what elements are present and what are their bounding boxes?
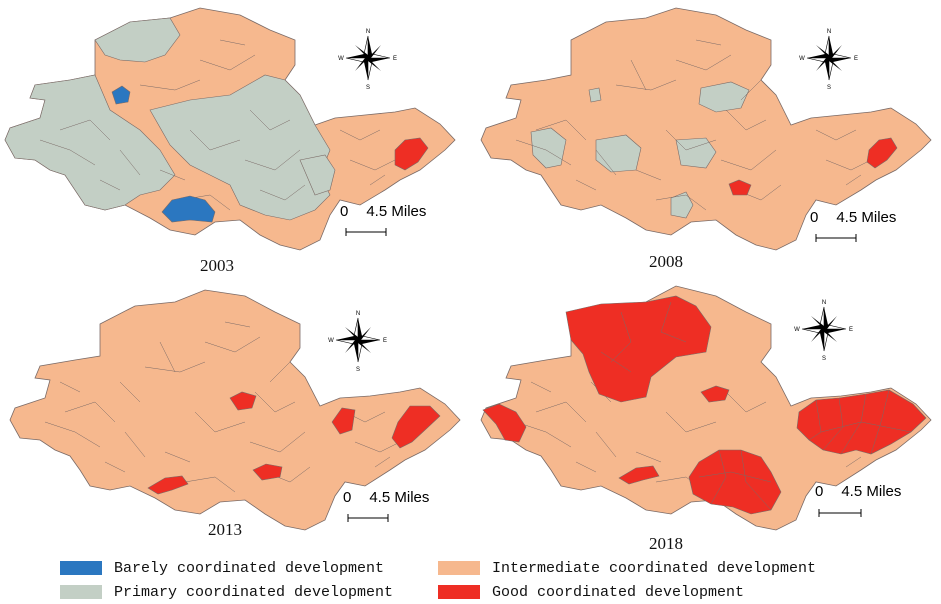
map-2018: N S E W bbox=[480, 285, 932, 531]
region-good-centraleast bbox=[700, 385, 730, 403]
year-label-2013: 2013 bbox=[208, 520, 242, 539]
compass-s: S bbox=[827, 85, 831, 91]
scale-distance: 4.5 Miles bbox=[836, 209, 897, 226]
compass-rose: N S E W bbox=[794, 300, 853, 362]
legend-swatch-primary bbox=[60, 585, 102, 599]
scale-label: 0 4.5 Miles bbox=[815, 483, 901, 500]
map-panel-2008: N S E W 0 4.5 Miles 2008 bbox=[471, 0, 941, 272]
map-panel-2013: N S E W 0 4.5 Miles 2013 bbox=[0, 282, 470, 554]
scale-label: 0 4.5 Miles bbox=[343, 489, 429, 506]
region-good-north bbox=[565, 295, 712, 403]
compass-s: S bbox=[366, 85, 370, 91]
compass-w: W bbox=[338, 56, 344, 62]
region-good-east bbox=[394, 137, 429, 171]
legend-label-barely: Barely coordinated development bbox=[114, 559, 385, 577]
year-label-2018: 2018 bbox=[649, 534, 683, 553]
region-primary-east bbox=[299, 154, 336, 196]
scale-zero: 0 bbox=[343, 489, 352, 506]
legend-label-primary: Primary coordinated development bbox=[114, 583, 394, 601]
legend-label-intermediate: Intermediate coordinated development bbox=[492, 559, 817, 577]
scale-label: 0 4.5 Miles bbox=[340, 203, 426, 220]
legend: Barely coordinated development Intermedi… bbox=[0, 556, 941, 604]
region-barely-northwest bbox=[111, 85, 131, 105]
region-good-east bbox=[331, 407, 356, 435]
compass-w: W bbox=[328, 338, 334, 344]
region-primary-north bbox=[698, 81, 750, 113]
compass-n: N bbox=[822, 300, 826, 306]
year-label-2003: 2003 bbox=[200, 256, 234, 275]
region-good-west bbox=[482, 403, 527, 443]
compass-e: E bbox=[383, 338, 387, 344]
region-base bbox=[480, 7, 932, 251]
county-lines bbox=[515, 39, 872, 211]
compass-rose: N S E W bbox=[799, 29, 858, 91]
region-good-centralsouth bbox=[728, 179, 752, 196]
scale-label: 0 4.5 Miles bbox=[810, 209, 896, 226]
region-primary-west bbox=[530, 127, 567, 169]
map-panel-2003: N S E W 0 4.5 Miles 2003 bbox=[0, 0, 470, 275]
region-good-southwest bbox=[147, 475, 189, 495]
compass-n: N bbox=[827, 29, 831, 35]
year-label-2008: 2008 bbox=[649, 252, 683, 271]
legend-item-primary: Primary coordinated development bbox=[60, 582, 393, 602]
compass-n: N bbox=[366, 29, 370, 35]
scale-distance: 4.5 Miles bbox=[369, 489, 430, 506]
region-primary-north bbox=[94, 17, 181, 63]
legend-swatch-good bbox=[438, 585, 480, 599]
compass-rose: N S E W bbox=[328, 311, 387, 373]
scale-bar bbox=[818, 509, 862, 517]
scale-distance: 4.5 Miles bbox=[841, 483, 902, 500]
scale-zero: 0 bbox=[810, 209, 819, 226]
map-panel-2018: N S E W 0 4.5 Miles 2018 bbox=[471, 282, 941, 554]
region-good-southwest bbox=[618, 465, 660, 485]
region-good-east bbox=[866, 137, 898, 169]
compass-w: W bbox=[799, 56, 805, 62]
map-2008: N S E W bbox=[480, 7, 932, 251]
compass-w: W bbox=[794, 327, 800, 333]
county-lines-eastcluster bbox=[808, 389, 912, 455]
compass-s: S bbox=[822, 356, 826, 362]
legend-item-good: Good coordinated development bbox=[438, 582, 744, 602]
scale-zero: 0 bbox=[340, 203, 349, 220]
legend-label-good: Good coordinated development bbox=[492, 583, 745, 601]
scale-zero: 0 bbox=[815, 483, 824, 500]
region-good-coast bbox=[391, 405, 441, 449]
region-primary-west bbox=[4, 74, 176, 211]
region-base bbox=[9, 289, 461, 531]
county-lines bbox=[39, 39, 396, 211]
legend-item-intermediate: Intermediate coordinated development bbox=[438, 558, 816, 578]
compass-s: S bbox=[356, 367, 360, 373]
compass-e: E bbox=[849, 327, 853, 333]
region-primary-south bbox=[670, 191, 694, 219]
compass-n: N bbox=[356, 311, 360, 317]
scale-bar bbox=[345, 228, 387, 236]
county-lines-southcluster bbox=[698, 449, 772, 511]
county-lines bbox=[44, 321, 401, 493]
region-primary-smallwest bbox=[588, 87, 602, 103]
compass-rose: N S E W bbox=[338, 29, 397, 91]
map-2013: N S E W bbox=[9, 289, 461, 531]
legend-swatch-barely bbox=[60, 561, 102, 575]
scale-distance: 4.5 Miles bbox=[366, 203, 427, 220]
compass-e: E bbox=[393, 56, 397, 62]
region-good-southcentral bbox=[252, 463, 283, 481]
scale-bar bbox=[347, 514, 389, 522]
map-2003: N S E W bbox=[4, 7, 456, 251]
region-primary-centraleast bbox=[675, 137, 717, 169]
region-good-central bbox=[229, 391, 257, 411]
region-primary-central bbox=[149, 74, 331, 221]
region-barely-south bbox=[161, 195, 216, 223]
scale-bar bbox=[815, 234, 857, 242]
legend-item-barely: Barely coordinated development bbox=[60, 558, 384, 578]
county-lines-north bbox=[600, 301, 687, 373]
compass-e: E bbox=[854, 56, 858, 62]
legend-swatch-intermediate bbox=[438, 561, 480, 575]
